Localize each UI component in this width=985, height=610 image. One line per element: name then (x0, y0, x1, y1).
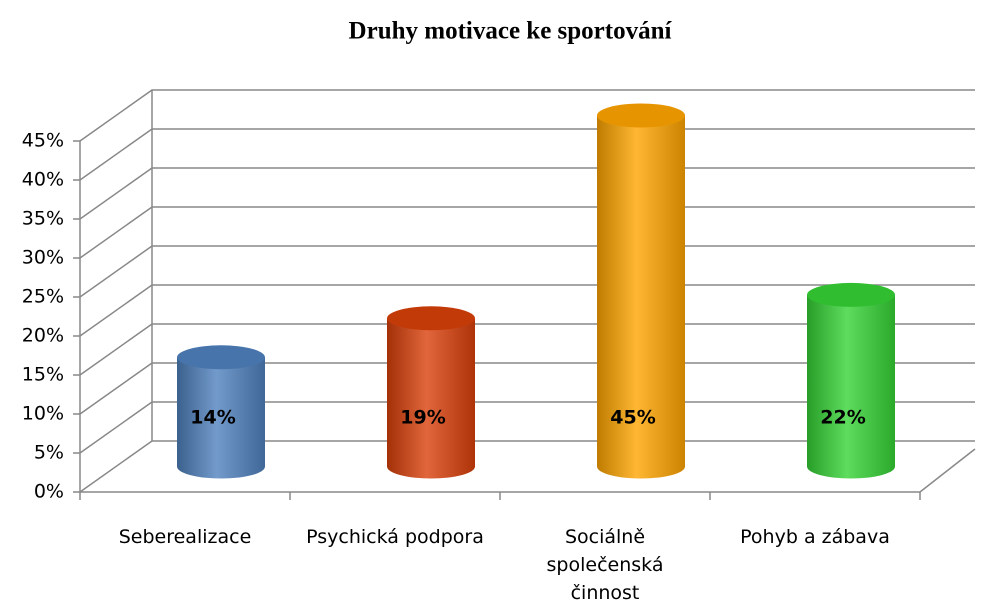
y-tick-label: 25% (22, 286, 64, 308)
y-tick-label: 20% (22, 325, 64, 347)
bar (387, 318, 476, 479)
y-tick-label: 40% (22, 169, 64, 191)
value-label: 14% (190, 407, 235, 429)
bar-top (177, 345, 265, 370)
y-tick-label: 30% (22, 247, 64, 269)
x-tick-label: Psychická podpora (306, 526, 484, 548)
bar-top (807, 282, 895, 307)
bar (177, 357, 265, 479)
x-tick-label: Seberealizace (118, 526, 252, 548)
x-tick-label: Pohyb a zábava (740, 526, 890, 548)
chart-title: Druhy motivace ke sportování (349, 18, 673, 45)
bar (807, 294, 895, 479)
grid-line (79, 206, 975, 259)
value-label: 22% (820, 407, 865, 429)
bar (597, 115, 685, 479)
grid-line (79, 89, 975, 142)
grid-line (79, 167, 975, 220)
y-tick-label: 15% (22, 364, 64, 386)
y-tick-label: 5% (34, 442, 64, 464)
value-label: 45% (610, 407, 655, 429)
y-tick-label: 10% (22, 403, 64, 425)
x-tick-label: Sociálně společenská činnost (546, 526, 664, 604)
bar-top (597, 103, 685, 128)
bar-top (387, 306, 475, 331)
y-tick-label: 0% (34, 481, 64, 503)
grid-line (79, 128, 975, 181)
value-label: 19% (400, 407, 445, 429)
y-tick-label: 35% (22, 208, 64, 230)
y-tick-label: 45% (22, 130, 64, 152)
